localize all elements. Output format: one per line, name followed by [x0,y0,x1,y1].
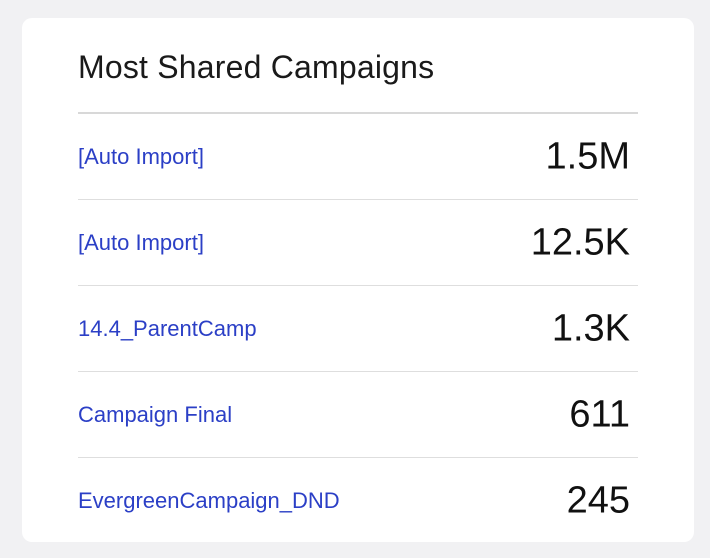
share-count: 1.3K [551,307,630,349]
most-shared-campaigns-card: Most Shared Campaigns [Auto Import] 1.5M… [22,18,694,542]
campaign-link[interactable]: [Auto Import] [78,229,204,255]
campaign-link[interactable]: [Auto Import] [78,143,204,169]
share-count: 1.5M [545,135,630,177]
campaign-link[interactable]: EvergreenCampaign_DND [78,488,340,513]
list-item: 14.4_ParentCamp 1.3K [78,286,638,372]
campaign-link[interactable]: 14.4_ParentCamp [78,315,257,341]
share-count: 12.5K [530,221,630,263]
share-count: 245 [566,479,630,522]
list-item: [Auto Import] 12.5K [78,200,638,286]
list-item: Campaign Final 611 [78,372,638,458]
list-item: EvergreenCampaign_DND 245 [78,458,638,544]
list-item: [Auto Import] 1.5M [78,114,638,200]
campaign-link[interactable]: Campaign Final [78,401,233,427]
share-count: 611 [569,393,630,435]
card-title: Most Shared Campaigns [78,49,435,85]
campaign-list: [Auto Import] 1.5M [Auto Import] 12.5K 1… [78,112,638,544]
